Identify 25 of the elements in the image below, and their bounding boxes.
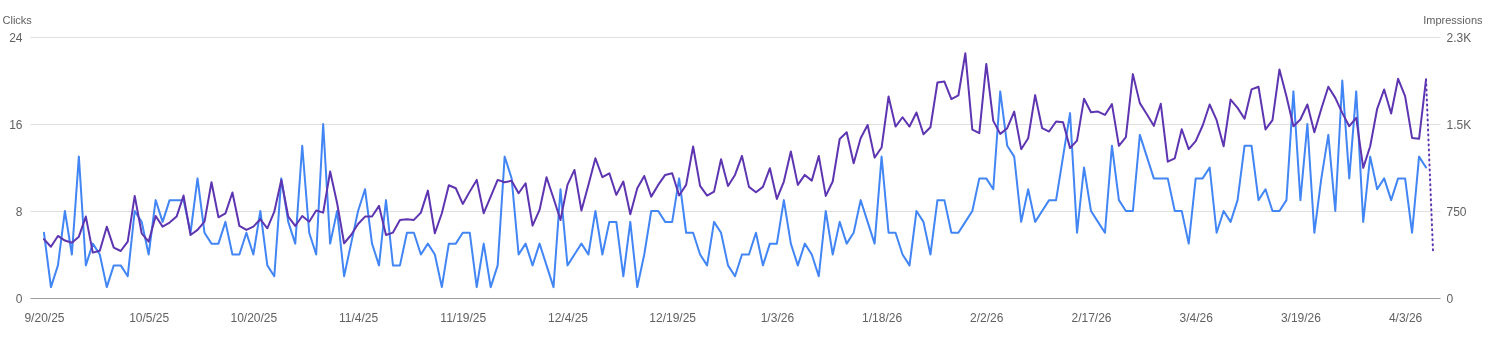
y2-axis-title: Impressions: [1423, 13, 1483, 26]
x-tick-label: 12/19/25: [649, 310, 697, 325]
x-tick-label: 4/3/26: [1388, 310, 1423, 325]
x-tick-label: 2/17/26: [1071, 310, 1112, 325]
x-tick-label: 2/2/26: [970, 310, 1004, 325]
y2-tick-label: 2.3K: [1446, 30, 1472, 45]
x-tick-label: 11/19/25: [440, 310, 487, 325]
y-tick-label: 8: [15, 204, 23, 219]
x-tick-label: 10/20/25: [230, 310, 278, 325]
x-tick-label: 11/4/25: [338, 310, 379, 325]
x-tick-label: 1/18/26: [862, 310, 903, 325]
x-tick-label: 10/5/25: [129, 310, 170, 325]
y-tick-label: 0: [15, 291, 23, 306]
y2-tick-label: 750: [1446, 204, 1467, 219]
y2-tick-label: 1.5K: [1446, 117, 1472, 132]
x-tick-label: 3/19/26: [1280, 310, 1322, 325]
x-tick-label: 12/4/25: [547, 310, 589, 325]
x-tick-label: 1/3/26: [760, 310, 795, 325]
x-tick-label: 9/20/25: [24, 310, 65, 325]
line-series: [42, 79, 1428, 289]
y2-tick-label: 0: [1446, 291, 1454, 306]
y-tick-label: 16: [9, 117, 23, 132]
x-tick-label: 3/4/26: [1179, 310, 1214, 325]
y-axis-title: Clicks: [2, 13, 33, 26]
y-tick-label: 24: [9, 30, 23, 45]
